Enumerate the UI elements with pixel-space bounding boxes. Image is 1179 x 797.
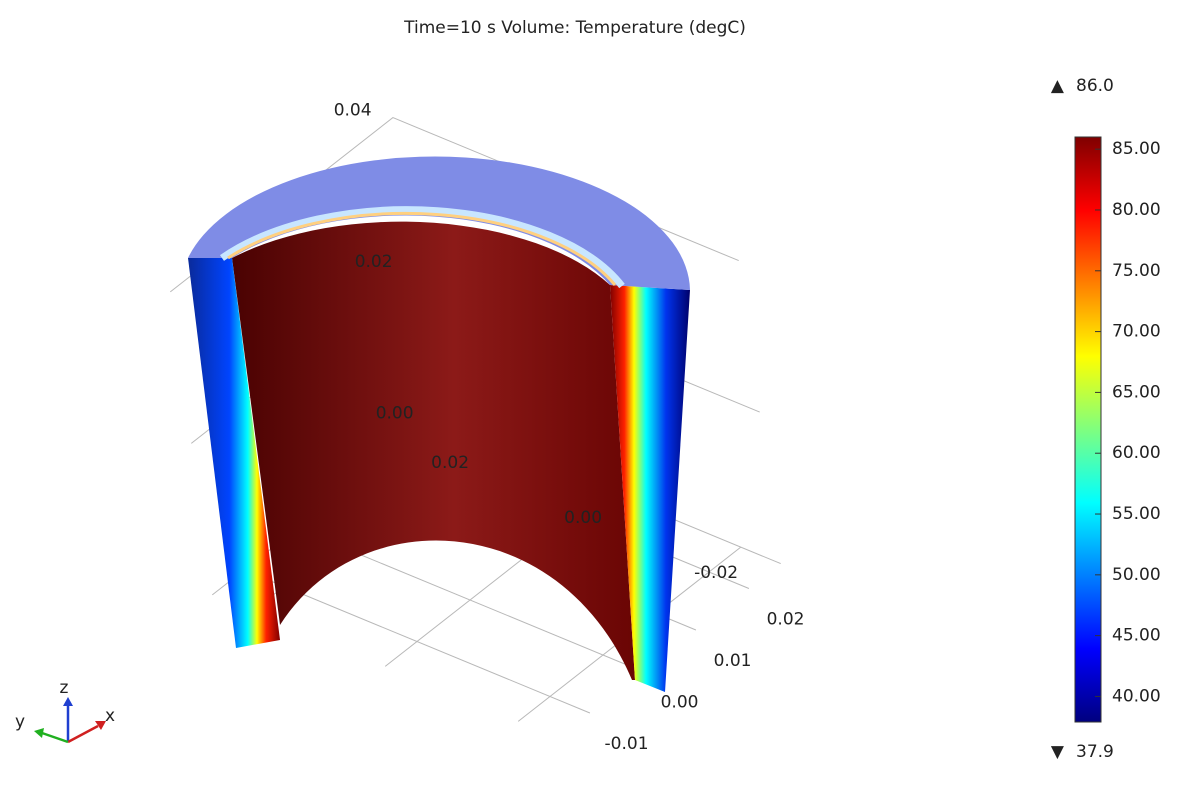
colorbar-tick-label: 80.00: [1112, 200, 1161, 220]
chart-title: Time=10 s Volume: Temperature (degC): [403, 18, 746, 38]
colorbar-tick-label: 40.00: [1112, 686, 1161, 706]
x-tick-label: -0.01: [605, 734, 649, 754]
colorbar-tick-label: 85.00: [1112, 139, 1161, 159]
x-tick-label: 0.00: [661, 692, 699, 712]
colorbar-tick-label: 65.00: [1112, 382, 1161, 402]
min-marker: ▼: [1051, 742, 1065, 762]
max-marker: ▲: [1051, 76, 1065, 96]
cylinder: [188, 157, 690, 692]
z-tick-label: 0.02: [355, 252, 393, 272]
colorbar-tick-label: 70.00: [1112, 322, 1161, 342]
x-tick-label: 0.02: [767, 609, 805, 629]
triad: [34, 697, 106, 742]
colorbar-max: 86.0: [1076, 76, 1114, 96]
colorbar-tick-label: 75.00: [1112, 261, 1161, 281]
colorbar-min: 37.9: [1076, 742, 1114, 762]
triad-label: z: [60, 678, 69, 698]
colorbar-tick-label: 45.00: [1112, 626, 1161, 646]
z-tick-label: 0.04: [334, 101, 372, 121]
y-tick-label: -0.02: [694, 563, 738, 583]
z-tick-label: 0.00: [376, 404, 414, 424]
triad-label: x: [105, 706, 115, 726]
colorbar-tick-label: 55.00: [1112, 504, 1161, 524]
x-tick-label: 0.01: [714, 651, 752, 671]
colorbar-tick-label: 60.00: [1112, 443, 1161, 463]
colorbar: [1075, 137, 1101, 722]
chart: Time=10 s Volume: Temperature (degC) z x…: [0, 0, 1179, 793]
y-tick-label: 0.00: [564, 508, 602, 528]
y-tick-label: 0.02: [431, 453, 469, 473]
triad-label: y: [15, 712, 25, 732]
colorbar-tick-label: 50.00: [1112, 565, 1161, 585]
